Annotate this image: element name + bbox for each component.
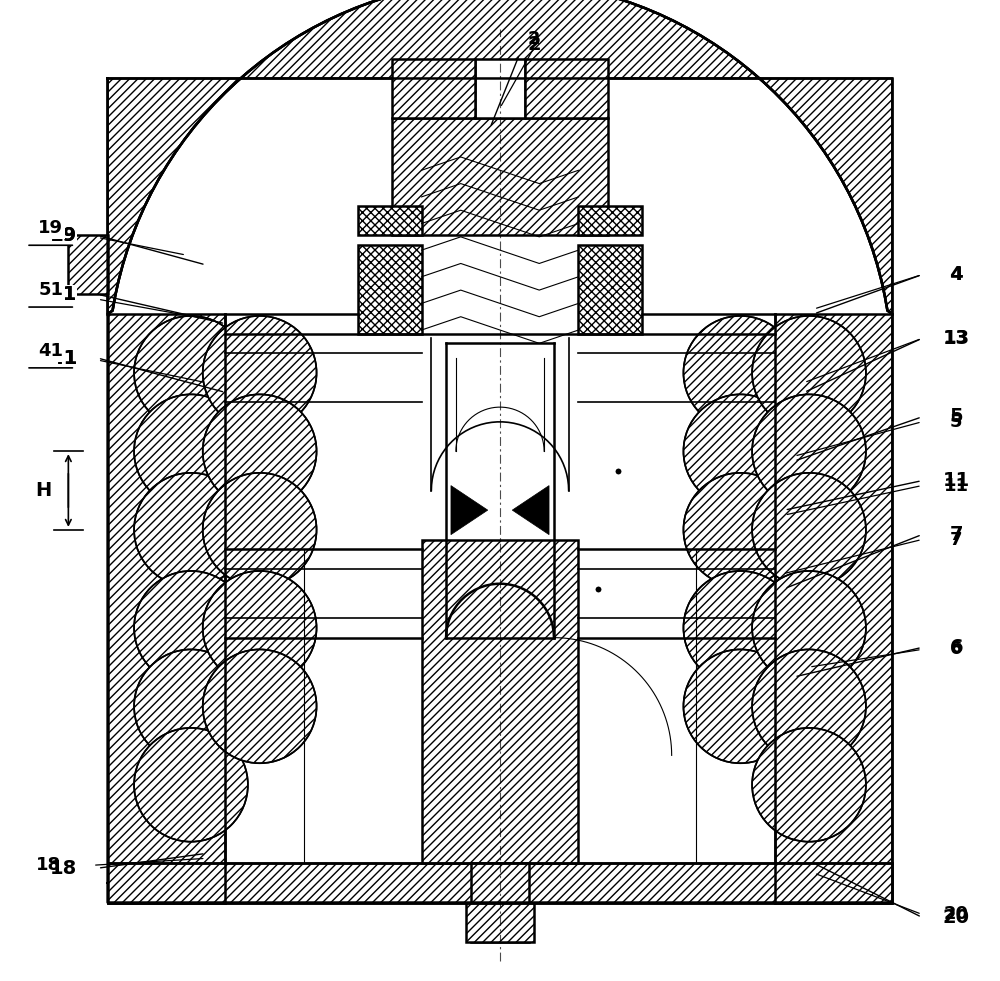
Text: 51: 51	[38, 282, 63, 299]
Polygon shape	[775, 314, 892, 903]
Text: 19: 19	[38, 220, 63, 237]
Circle shape	[683, 649, 797, 763]
Circle shape	[134, 649, 248, 763]
Text: 20: 20	[944, 905, 969, 923]
Text: 11: 11	[944, 477, 969, 494]
Text: 51: 51	[50, 284, 77, 304]
Circle shape	[134, 394, 248, 508]
Polygon shape	[108, 0, 892, 314]
Bar	[471, 863, 529, 942]
Text: 19: 19	[50, 226, 77, 245]
Text: 20: 20	[943, 907, 970, 927]
Text: 18: 18	[36, 856, 61, 874]
Circle shape	[203, 394, 317, 508]
Text: 5: 5	[950, 413, 962, 431]
Circle shape	[752, 316, 866, 430]
Polygon shape	[358, 245, 422, 334]
Circle shape	[683, 394, 797, 508]
Circle shape	[683, 316, 797, 430]
Text: 19: 19	[50, 226, 77, 245]
Polygon shape	[578, 245, 642, 334]
Text: 51: 51	[50, 284, 77, 304]
Circle shape	[752, 649, 866, 763]
Polygon shape	[512, 486, 549, 535]
Bar	[578, 206, 642, 235]
Text: 41: 41	[50, 348, 77, 368]
Polygon shape	[392, 59, 475, 118]
Polygon shape	[451, 486, 488, 535]
Text: 2: 2	[528, 30, 541, 48]
Text: 19: 19	[50, 226, 77, 245]
Polygon shape	[422, 540, 578, 863]
Circle shape	[203, 473, 317, 587]
Text: 7: 7	[949, 525, 963, 544]
Polygon shape	[108, 314, 225, 903]
Circle shape	[683, 473, 797, 587]
Circle shape	[683, 571, 797, 685]
Circle shape	[752, 394, 866, 508]
Text: 2: 2	[528, 34, 541, 54]
Bar	[475, 59, 525, 118]
Text: 13: 13	[944, 330, 969, 347]
Circle shape	[134, 571, 248, 685]
Text: H: H	[36, 481, 52, 500]
Circle shape	[203, 316, 317, 430]
Text: 41: 41	[38, 342, 63, 360]
Circle shape	[134, 473, 248, 587]
Text: 6: 6	[949, 638, 963, 657]
Text: 41: 41	[50, 348, 77, 368]
Text: 5: 5	[949, 407, 963, 427]
Text: 13: 13	[943, 329, 970, 348]
Text: 51: 51	[50, 284, 77, 304]
Circle shape	[752, 571, 866, 685]
Bar	[358, 206, 422, 235]
Circle shape	[203, 649, 317, 763]
Circle shape	[752, 728, 866, 842]
Text: 7: 7	[950, 531, 962, 548]
Polygon shape	[108, 863, 892, 903]
Text: 6: 6	[950, 641, 962, 658]
Text: 4: 4	[949, 265, 963, 284]
Polygon shape	[68, 235, 108, 294]
Text: 41: 41	[50, 348, 77, 368]
Circle shape	[752, 473, 866, 587]
Bar	[466, 903, 534, 942]
Circle shape	[134, 728, 248, 842]
Polygon shape	[392, 118, 608, 235]
Circle shape	[134, 316, 248, 430]
Text: 18: 18	[50, 858, 77, 878]
Circle shape	[203, 571, 317, 685]
Text: 11: 11	[943, 471, 970, 490]
Text: 4: 4	[950, 266, 962, 284]
Polygon shape	[525, 59, 608, 118]
